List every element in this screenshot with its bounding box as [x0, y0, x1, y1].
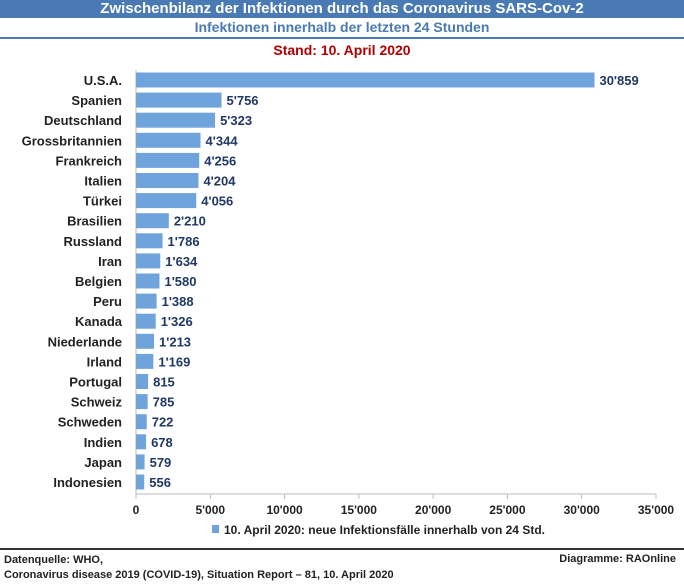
chart-title: Zwischenbilanz der Infektionen durch das… [0, 0, 684, 18]
category-label: Italien [84, 174, 122, 189]
category-label: Schweden [58, 415, 122, 430]
category-label: Spanien [71, 93, 122, 108]
bar [136, 72, 595, 88]
bar [136, 273, 160, 289]
category-label: Türkei [83, 194, 122, 209]
data-label: 1'580 [164, 274, 196, 289]
category-label: Irland [87, 354, 122, 369]
category-label: Grossbritannien [22, 133, 122, 148]
bar [136, 132, 201, 148]
data-label: 815 [153, 375, 175, 390]
data-label: 1'786 [168, 234, 200, 249]
category-label: U.S.A. [84, 73, 122, 88]
data-label: 5'323 [220, 113, 252, 128]
category-label: Russland [63, 234, 122, 249]
category-label: Portugal [69, 375, 122, 390]
x-tick-label: 25'000 [489, 503, 526, 517]
chart-date: Stand: 10. April 2020 [273, 42, 411, 58]
bar [136, 293, 157, 309]
data-label: 1'388 [162, 294, 194, 309]
bar [136, 414, 147, 430]
bar [136, 173, 199, 188]
category-label: Deutschland [44, 113, 122, 128]
data-label: 556 [149, 475, 171, 490]
bar [136, 152, 200, 168]
bar [136, 253, 161, 269]
x-tick-label: 0 [133, 503, 140, 517]
bar-chart: 0 5'000 10'000 15'000 20'000 25'000 30'000 35'0… [22, 70, 675, 537]
x-tick-label: 5'000 [196, 503, 226, 517]
bar [136, 92, 222, 108]
footer: Datenquelle: WHO, Coronavirus disease 201… [0, 548, 684, 581]
category-label: Schweiz [71, 395, 123, 410]
data-label: 1'634 [165, 254, 198, 269]
data-label: 5'756 [227, 93, 259, 108]
bar [136, 434, 147, 450]
source-line-2: Coronavirus disease 2019 (COVID-19), Sit… [4, 569, 394, 581]
data-label: 722 [152, 415, 174, 430]
x-tick-label: 10'000 [266, 503, 303, 517]
bar [136, 213, 169, 229]
category-label: Japan [84, 455, 122, 470]
bar [136, 313, 156, 329]
category-label: Indien [84, 435, 122, 450]
category-label: Niederlande [48, 334, 122, 349]
x-tick-label: 15'000 [341, 503, 378, 517]
bar [136, 193, 197, 209]
data-label: 30'859 [599, 73, 638, 88]
data-label: 4'256 [204, 153, 236, 168]
data-label: 1'326 [161, 314, 193, 329]
data-label: 2'210 [174, 214, 206, 229]
category-label: Belgien [75, 274, 122, 289]
bar [136, 353, 154, 369]
legend-swatch [212, 525, 219, 533]
bar [136, 112, 216, 128]
category-label: Frankreich [56, 153, 123, 168]
category-label: Indonesien [53, 475, 122, 490]
credit: Diagramme: RAOnline [559, 553, 676, 565]
x-tick-label: 20'000 [415, 503, 452, 517]
legend-label: 10. April 2020: neue Infektionsfälle inn… [224, 523, 545, 537]
data-label: 4'056 [201, 194, 233, 209]
category-label: Iran [98, 254, 122, 269]
bar [136, 454, 145, 470]
bar [136, 394, 148, 410]
data-label: 678 [151, 435, 173, 450]
data-label: 785 [153, 395, 175, 410]
bar [136, 233, 163, 249]
data-label: 1'213 [159, 334, 191, 349]
category-label: Kanada [75, 314, 123, 329]
data-label: 1'169 [158, 354, 190, 369]
source-line-1: Datenquelle: WHO, [4, 554, 104, 566]
category-label: Peru [93, 294, 122, 309]
bar [136, 333, 155, 349]
bar [136, 474, 145, 490]
x-tick-label: 30'000 [564, 503, 601, 517]
chart-subtitle: Infektionen innerhalb der letzten 24 Stu… [0, 18, 684, 39]
data-label: 4'344 [206, 133, 239, 148]
data-label: 4'204 [203, 174, 236, 189]
category-label: Brasilien [67, 214, 122, 229]
bar [136, 374, 149, 389]
data-label: 579 [150, 455, 172, 470]
x-tick-label: 35'000 [638, 503, 675, 517]
